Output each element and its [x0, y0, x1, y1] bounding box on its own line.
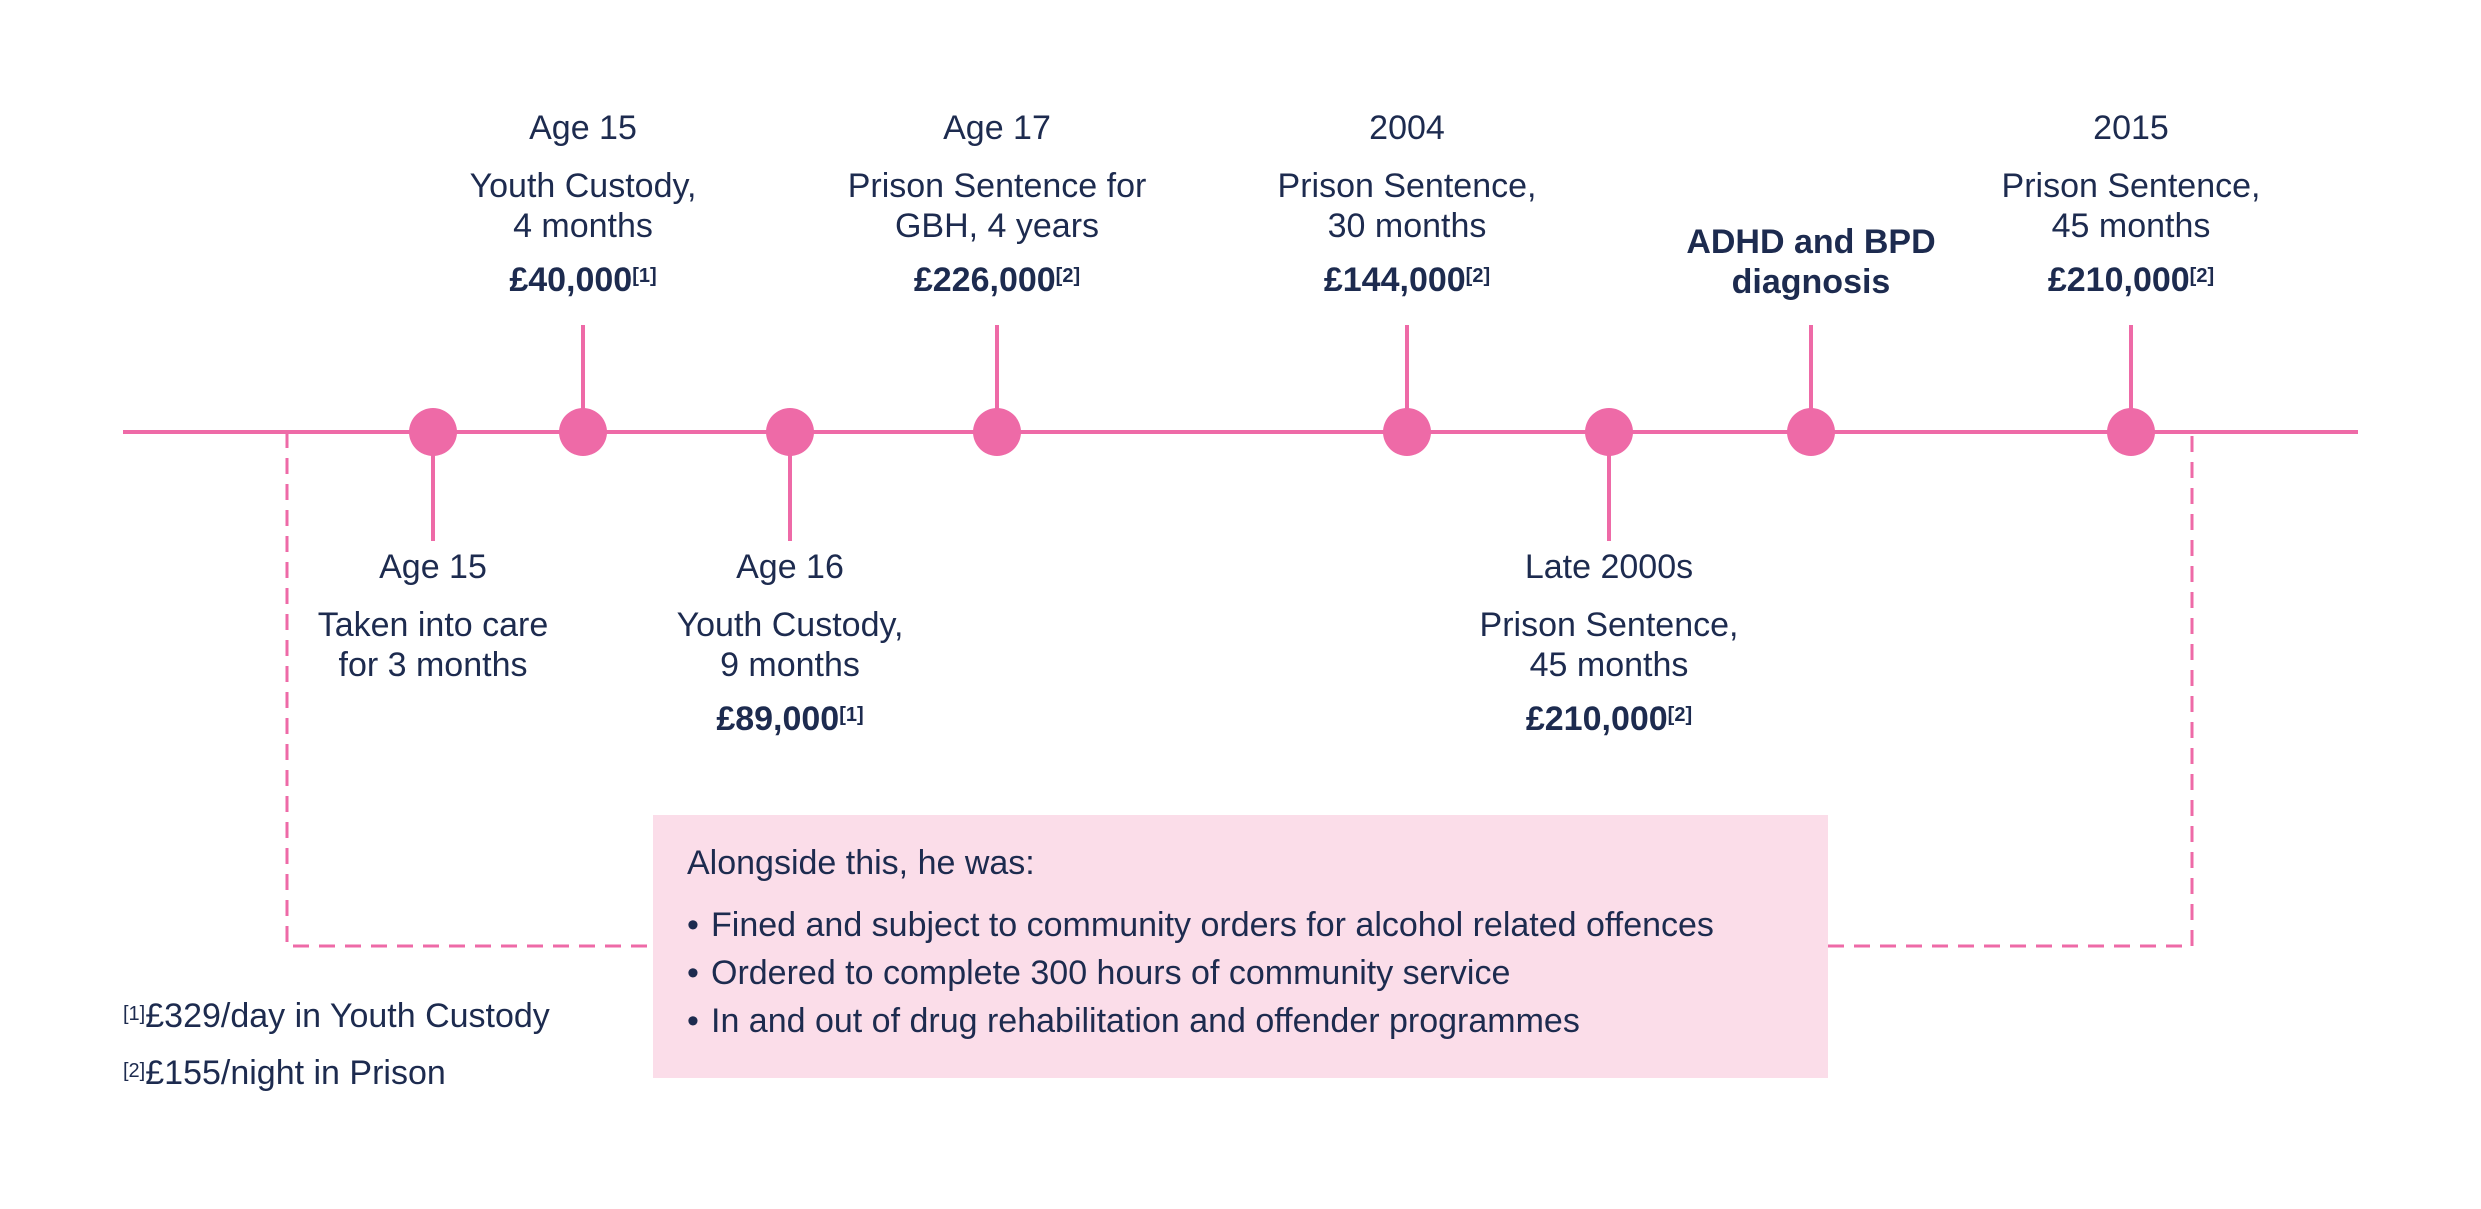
footnote-ref: [1] [839, 704, 864, 726]
event-age15-youth-custody: Age 15 Youth Custody, 4 months £40,000[1… [393, 108, 773, 300]
timeline-node [2107, 408, 2155, 456]
event-description: Taken into care for 3 months [317, 606, 549, 684]
event-age17-prison-gbh: Age 17 Prison Sentence for GBH, 4 years … [797, 108, 1197, 300]
event-age15-care: Age 15 Taken into care for 3 months [243, 547, 623, 699]
event-when: Age 16 [736, 548, 844, 586]
event-when: 2015 [2093, 109, 2169, 147]
event-description: Prison Sentence, 45 months [2001, 167, 2261, 245]
callout-list: Fined and subject to community orders fo… [687, 901, 1794, 1045]
event-cost-value: £210,000 [1525, 700, 1668, 738]
footnotes: [1]£329/day in Youth Custody [2]£155/nig… [123, 988, 550, 1102]
event-label: ADHD and BPD diagnosis [1686, 223, 1936, 301]
footnote-marker: [2] [123, 1060, 146, 1082]
timeline-node [766, 408, 814, 456]
footnote-ref: [2] [1465, 265, 1491, 287]
event-cost: £210,000[2] [1419, 699, 1799, 739]
timeline-bracket [1828, 432, 2194, 948]
callout-box: Alongside this, he was: Fined and subjec… [653, 815, 1828, 1078]
event-cost-value: £40,000 [509, 261, 633, 299]
timeline-node [1383, 408, 1431, 456]
event-cost-value: £210,000 [2047, 261, 2190, 299]
timeline-node [409, 408, 457, 456]
timeline-node [559, 408, 607, 456]
event-when: 2004 [1369, 109, 1445, 147]
event-when: Age 15 [379, 548, 487, 586]
event-when: Late 2000s [1524, 548, 1694, 586]
event-when: Age 15 [529, 109, 637, 147]
footnote-marker: [1] [123, 1003, 146, 1025]
event-description: Youth Custody, 9 months [676, 606, 904, 684]
event-cost: £89,000[1] [600, 699, 980, 739]
event-2015-prison: 2015 Prison Sentence, 45 months £210,000… [1941, 108, 2321, 300]
footnote-text: £155/night in Prison [145, 1054, 446, 1092]
timeline-bracket [285, 432, 653, 948]
timeline-node [1585, 408, 1633, 456]
footnote-ref: [1] [632, 265, 657, 287]
event-description: Prison Sentence, 30 months [1277, 167, 1537, 245]
list-item: Fined and subject to community orders fo… [687, 901, 1794, 949]
list-item: In and out of drug rehabilitation and of… [687, 997, 1794, 1045]
list-item: Ordered to complete 300 hours of communi… [687, 949, 1794, 997]
event-cost: £210,000[2] [1941, 260, 2321, 300]
footnote-ref: [2] [1055, 265, 1081, 287]
event-description: Prison Sentence, 45 months [1479, 606, 1739, 684]
event-when: Age 17 [943, 109, 1051, 147]
footnote-text: £329/day in Youth Custody [145, 997, 550, 1035]
footnote-ref: [2] [1667, 704, 1693, 726]
timeline-node [1787, 408, 1835, 456]
event-description: Youth Custody, 4 months [469, 167, 697, 245]
event-cost-value: £144,000 [1323, 261, 1466, 299]
timeline-node [973, 408, 1021, 456]
event-adhd-bpd-diagnosis: ADHD and BPD diagnosis [1621, 222, 2001, 302]
event-cost-value: £226,000 [913, 261, 1056, 299]
event-cost: £226,000[2] [797, 260, 1197, 300]
event-late2000s-prison: Late 2000s Prison Sentence, 45 months £2… [1419, 547, 1799, 739]
event-2004-prison: 2004 Prison Sentence, 30 months £144,000… [1217, 108, 1597, 300]
footnote-ref: [2] [2189, 265, 2215, 287]
footnote: [2]£155/night in Prison [123, 1045, 550, 1102]
callout-intro: Alongside this, he was: [687, 844, 1035, 882]
event-cost: £144,000[2] [1217, 260, 1597, 300]
event-cost: £40,000[1] [393, 260, 773, 300]
footnote: [1]£329/day in Youth Custody [123, 988, 550, 1045]
event-description: Prison Sentence for GBH, 4 years [847, 167, 1147, 245]
event-cost-value: £89,000 [716, 700, 840, 738]
event-age16-youth-custody: Age 16 Youth Custody, 9 months £89,000[1… [600, 547, 980, 739]
